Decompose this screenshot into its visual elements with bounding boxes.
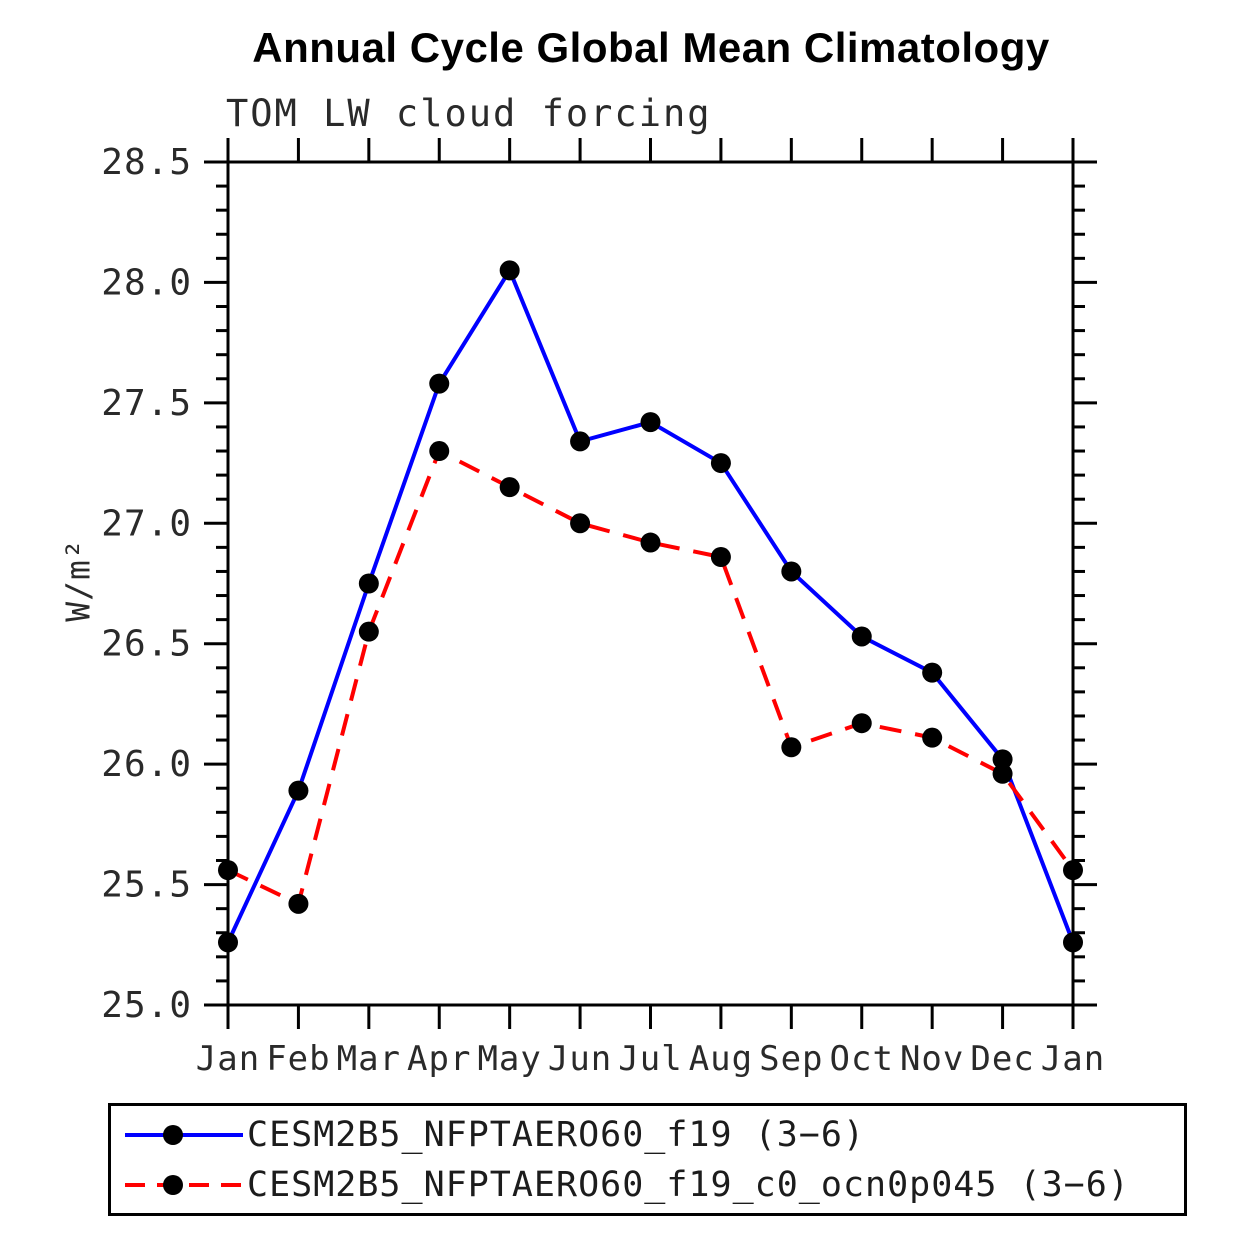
x-tick-label: Nov xyxy=(900,1039,964,1079)
data-point-marker xyxy=(218,860,238,881)
y-tick-label: 26.5 xyxy=(101,624,192,665)
legend-label: CESM2B5_NFPTAERO60_f19_c0_ocn0p045 (3−6) xyxy=(247,1164,1130,1205)
legend-box: CESM2B5_NFPTAERO60_f19 (3−6) CESM2B5_NFP… xyxy=(108,1103,1187,1216)
data-point-marker xyxy=(570,513,591,534)
chart-subtitle: TOM LW cloud forcing xyxy=(226,92,712,135)
legend-label: CESM2B5_NFPTAERO60_f19 (3−6) xyxy=(247,1114,866,1155)
x-tick-label: Dec xyxy=(970,1039,1034,1079)
legend-entry-series-2: CESM2B5_NFPTAERO60_f19_c0_ocn0p045 (3−6) xyxy=(125,1160,1184,1210)
data-point-marker xyxy=(710,453,731,474)
x-tick-label: Mar xyxy=(337,1039,401,1079)
data-point-marker xyxy=(288,780,309,801)
y-tick-label: 27.5 xyxy=(101,383,192,424)
data-point-marker xyxy=(358,621,379,642)
axis-box xyxy=(226,160,1075,1007)
data-point-marker xyxy=(1063,932,1083,953)
y-tick-label: 25.5 xyxy=(101,865,192,906)
legend-line-sample-dashed-red xyxy=(125,1174,243,1195)
chart-title: Annual Cycle Global Mean Climatology xyxy=(252,24,1050,71)
data-point-marker xyxy=(499,477,520,498)
x-tick-label: Jul xyxy=(618,1039,682,1079)
data-point-marker xyxy=(358,573,379,594)
data-point-marker xyxy=(640,532,661,553)
data-point-marker xyxy=(851,626,872,647)
y-tick-label: 26.0 xyxy=(101,744,192,785)
x-tick-label: May xyxy=(477,1039,541,1079)
x-tick-label: Sep xyxy=(759,1039,823,1079)
series-line-red-dashed xyxy=(227,448,1075,907)
data-point-marker xyxy=(640,412,661,433)
legend-sample-marker xyxy=(163,1124,183,1145)
data-point-marker xyxy=(781,737,802,758)
data-point-marker xyxy=(710,547,731,568)
data-point-marker xyxy=(570,431,591,452)
x-tick-label: Jun xyxy=(548,1039,612,1079)
y-tick-label: 28.5 xyxy=(101,142,192,183)
x-tick-label: Aug xyxy=(689,1039,753,1079)
data-point-marker xyxy=(922,662,943,683)
data-point-marker xyxy=(922,727,943,748)
x-tick-label: Jan xyxy=(1041,1039,1105,1079)
legend-sample-marker xyxy=(163,1174,183,1195)
data-point-marker xyxy=(781,561,802,582)
y-tick-label: 25.0 xyxy=(101,985,192,1026)
data-point-marker xyxy=(288,893,309,914)
data-point-marker xyxy=(1063,860,1083,881)
x-tick-label: Apr xyxy=(407,1039,471,1079)
x-tick-label: Feb xyxy=(266,1039,330,1079)
x-tick-label: Oct xyxy=(830,1039,894,1079)
data-point-marker xyxy=(429,441,450,462)
data-point-marker xyxy=(218,932,238,953)
data-point-marker xyxy=(992,749,1013,770)
y-tick-label: 28.0 xyxy=(101,262,192,303)
series-line-blue-solid xyxy=(226,266,1075,944)
data-point-marker xyxy=(851,713,872,734)
y-tick-label: 27.0 xyxy=(101,503,192,544)
data-point-marker xyxy=(499,260,520,281)
legend-entry-series-1: CESM2B5_NFPTAERO60_f19 (3−6) xyxy=(125,1110,1184,1160)
data-point-marker xyxy=(429,373,450,394)
data-point-marker xyxy=(992,763,1013,784)
plot-canvas: Jan Feb Mar Apr May Jun Jul Aug Sep Oct Nov Dec Jan2… xyxy=(101,138,1105,1079)
x-tick-label: Jan xyxy=(196,1039,260,1079)
legend-line-sample-solid-blue xyxy=(125,1124,243,1145)
